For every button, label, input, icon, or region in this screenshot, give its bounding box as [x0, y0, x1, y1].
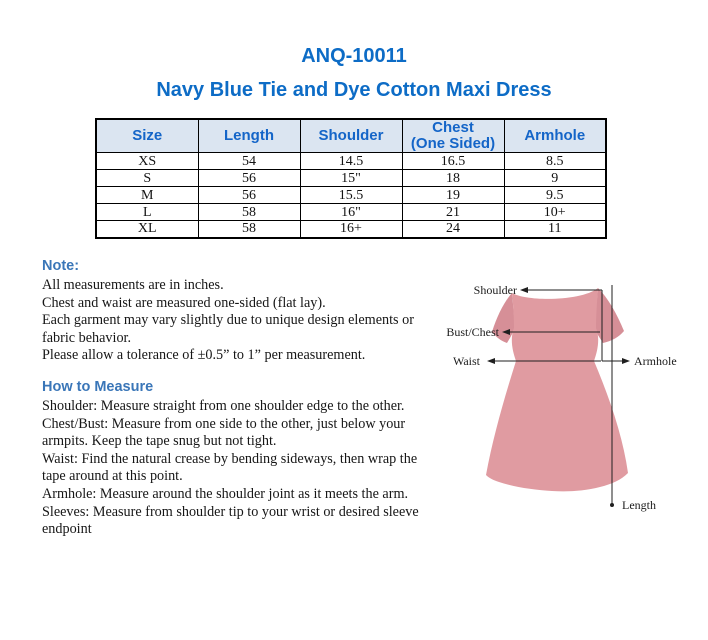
cell-length: 54 [197, 152, 301, 170]
note-line: Chest and waist are measured one-sided (… [42, 294, 326, 311]
dress-silhouette [486, 288, 628, 492]
table-row-s: S 56 15" 18 9 [95, 169, 607, 187]
cell-armhole: 10+ [503, 203, 607, 221]
cell-chest: 18 [401, 169, 505, 187]
shoulder-arrowhead [520, 287, 528, 293]
cell-armhole: 8.5 [503, 152, 607, 170]
cell-shoulder: 14.5 [299, 152, 403, 170]
measure-line: tape around at this point. [42, 468, 183, 485]
bust-arrowhead [502, 329, 510, 335]
bust-chest-label: Bust/Chest [446, 325, 499, 339]
measure-line: Chest/Bust: Measure from one side to the… [42, 415, 406, 432]
note-line: fabric behavior. [42, 329, 132, 346]
dress-right-sleeve [594, 288, 624, 343]
note-heading: Note: [42, 258, 80, 274]
cell-armhole: 9 [503, 169, 607, 187]
note-text: All measurements are in inches. Chest an… [42, 277, 414, 365]
waist-label: Waist [453, 354, 481, 368]
length-endpoint-dot [610, 503, 614, 507]
note-line: All measurements are in inches. [42, 277, 224, 293]
armhole-label: Armhole [634, 354, 677, 368]
cell-size: XL [95, 220, 199, 238]
cell-shoulder: 16+ [299, 220, 403, 238]
cell-size: L [95, 203, 199, 221]
product-code: ANQ-10011 [301, 45, 407, 67]
cell-shoulder: 16" [299, 203, 403, 221]
measure-line: Waist: Find the natural crease by bendin… [42, 450, 418, 467]
col-header-shoulder: Shoulder [299, 118, 403, 153]
waist-arrowhead [487, 358, 495, 364]
col-header-size: Size [95, 118, 199, 153]
cell-chest: 21 [401, 203, 505, 221]
note-line: Please allow a tolerance of ±0.5” to 1” … [42, 347, 366, 364]
table-row-m: M 56 15.5 19 9.5 [95, 186, 607, 204]
dress-diagram-svg: Shoulder Bust/Chest Waist Armhole Length [446, 283, 677, 512]
dress-measurement-diagram: Shoulder Bust/Chest Waist Armhole Length [440, 260, 708, 550]
length-label: Length [622, 498, 656, 512]
cell-size: S [95, 169, 199, 187]
table-header-row: Size Length Shoulder Chest (One Sided) A… [95, 118, 607, 153]
cell-shoulder: 15.5 [299, 186, 403, 204]
cell-size: XS [95, 152, 199, 170]
note-line: Each garment may vary slightly due to un… [42, 312, 414, 329]
cell-shoulder: 15" [299, 169, 403, 187]
cell-chest: 24 [401, 220, 505, 238]
measure-line: Armhole: Measure around the shoulder joi… [42, 485, 409, 502]
product-title: Navy Blue Tie and Dye Cotton Maxi Dress [156, 79, 552, 101]
size-chart-table: Size Length Shoulder Chest (One Sided) A… [95, 118, 607, 239]
cell-chest: 19 [401, 186, 505, 204]
col-header-armhole: Armhole [503, 118, 607, 153]
measurement-lines [493, 285, 624, 505]
cell-armhole: 9.5 [503, 186, 607, 204]
cell-length: 58 [197, 203, 301, 221]
col-header-chest: Chest (One Sided) [401, 118, 505, 153]
cell-armhole: 11 [503, 220, 607, 238]
cell-size: M [95, 186, 199, 204]
cell-length: 58 [197, 220, 301, 238]
how-to-measure-heading: How to Measure [42, 379, 154, 395]
shoulder-label: Shoulder [474, 283, 517, 297]
cell-length: 56 [197, 169, 301, 187]
table-row-xs: XS 54 14.5 16.5 8.5 [95, 152, 607, 170]
table-row-xl: XL 58 16+ 24 11 [95, 220, 607, 238]
table-row-l: L 58 16" 21 10+ [95, 203, 607, 221]
cell-chest: 16.5 [401, 152, 505, 170]
cell-length: 56 [197, 186, 301, 204]
armhole-arrowhead [622, 358, 630, 364]
measure-line: endpoint [42, 521, 92, 538]
col-header-chest-line1: Chest [432, 119, 474, 136]
measure-line: Shoulder: Measure straight from one shou… [42, 398, 405, 414]
col-header-chest-line2: (One Sided) [410, 135, 496, 152]
measure-line: armpits. Keep the tape snug but not tigh… [42, 433, 277, 450]
how-to-measure-text: Shoulder: Measure straight from one shou… [42, 398, 419, 539]
col-header-length: Length [197, 118, 301, 153]
measure-line: Sleeves: Measure from shoulder tip to yo… [42, 503, 419, 520]
